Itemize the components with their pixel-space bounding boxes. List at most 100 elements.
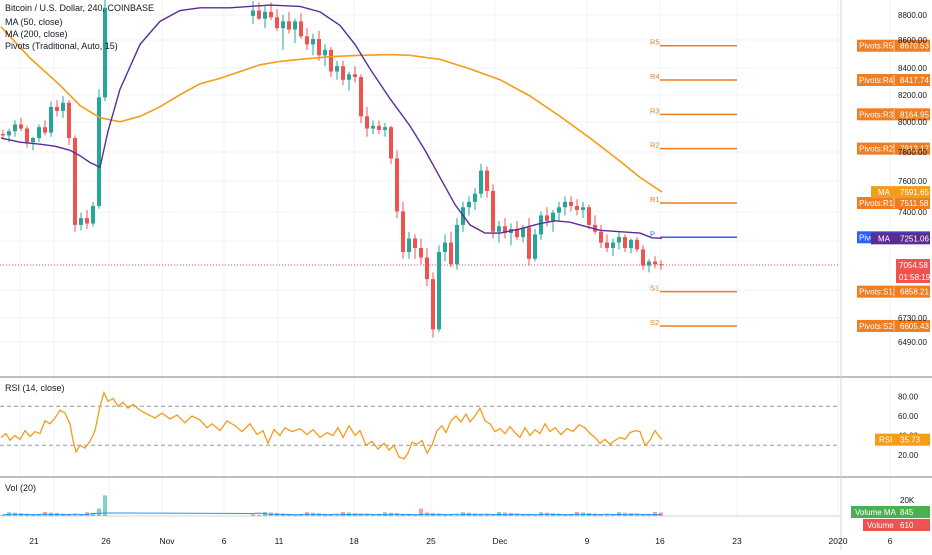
pivot-label-r3: R3: [650, 106, 660, 115]
candle-body: [55, 106, 59, 111]
candle-body: [97, 97, 101, 206]
candle-body: [641, 249, 645, 266]
candle-body: [563, 201, 567, 208]
volume-ma-badge-name: Volume MA: [855, 508, 897, 517]
candle-body: [533, 234, 537, 259]
time-axis-tick: Nov: [159, 536, 175, 546]
candle-body: [575, 205, 579, 210]
rsi-axis-tick: 20.00: [898, 451, 919, 460]
volume-bar: [383, 512, 387, 516]
candle-body: [515, 228, 519, 238]
volume-bar: [371, 514, 375, 516]
volume-bar: [413, 514, 417, 516]
volume-bar: [37, 514, 41, 516]
candle-body: [269, 11, 273, 18]
time-axis-tick: 25: [426, 536, 436, 546]
volume-ma-axis-badge: [851, 506, 930, 518]
candle-body: [455, 224, 459, 265]
volume-bar: [97, 508, 101, 516]
volume-bar: [103, 495, 107, 516]
time-axis-tick: Dec: [492, 536, 508, 546]
candle-body: [425, 257, 429, 280]
candle-body: [497, 226, 501, 232]
volume-bar: [329, 514, 333, 516]
pivot-axis-name: Pivots:R4: [859, 76, 894, 85]
candle-body: [49, 106, 53, 133]
candle-body: [377, 125, 381, 130]
rsi-axis-tick: 80.00: [898, 393, 919, 402]
volume-bar: [647, 514, 651, 516]
pivot-label-s2: S2: [650, 318, 659, 327]
volume-badge-value: 610: [900, 521, 914, 530]
last-price-badge: [896, 259, 930, 283]
volume-bar: [79, 515, 83, 516]
candle-body: [281, 21, 285, 29]
pivot-axis-name: Pivots:R2: [859, 145, 894, 154]
candle-body: [37, 127, 41, 139]
rsi-line: [0, 390, 663, 460]
candle-body: [1, 133, 5, 136]
pivot-axis-name: Pivots:S2: [859, 322, 893, 331]
volume-bar: [599, 514, 603, 516]
candle-body: [85, 218, 89, 224]
candle-body: [605, 242, 609, 248]
pivot-axis-value: 7511.58: [900, 199, 929, 208]
candle-body: [503, 226, 507, 234]
price-axis-tick: 8600.00: [898, 36, 927, 45]
candle-body: [305, 36, 309, 45]
volume-bar: [569, 514, 573, 516]
candle-body: [25, 128, 29, 143]
pivot-label-r4: R4: [650, 72, 660, 81]
candle-body: [73, 138, 77, 225]
candle-body: [617, 237, 621, 243]
volume-ma-badge-value: 845: [900, 508, 914, 517]
candle-body: [389, 127, 393, 159]
pivot-axis-badge: [857, 74, 930, 87]
candle-body: [103, 7, 107, 98]
time-axis-tick: 21: [29, 536, 39, 546]
pivot-axis-value: 8164.95: [900, 110, 929, 119]
candle-body: [443, 242, 447, 253]
pivot-axis-value: 6858.21: [900, 288, 929, 297]
time-axis-tick: 23: [732, 536, 742, 546]
candle-body: [527, 227, 531, 259]
ma50-badge-name: MA: [878, 234, 891, 243]
volume-bar: [299, 515, 303, 516]
price-axis-tick: 6730.00: [898, 314, 927, 323]
volume-bar: [251, 514, 255, 516]
volume-bar: [449, 514, 453, 516]
candle-body: [43, 127, 47, 133]
time-axis-tick: 18: [349, 536, 359, 546]
candle-body: [251, 10, 255, 16]
candle-body: [407, 238, 411, 253]
rsi-axis-tick: 60.00: [898, 412, 919, 421]
pivots-legend: Pivots (Traditional, Auto, 15): [5, 41, 118, 51]
candle-body: [557, 207, 561, 213]
volume-bar: [455, 515, 459, 516]
candle-body: [395, 158, 399, 212]
volume-bar: [461, 512, 465, 516]
price-axis-tick: 8000.00: [898, 118, 927, 127]
candle-body: [569, 201, 573, 206]
candle-body: [581, 207, 585, 210]
volume-bar: [25, 513, 29, 516]
pivot-label-r5: R5: [650, 38, 660, 47]
candle-body: [61, 102, 65, 111]
volume-bar: [407, 514, 411, 516]
pivot-axis-badge: [857, 142, 930, 155]
volume-bar: [73, 514, 77, 516]
candle-body: [437, 252, 441, 330]
price-axis-tick: 8800.00: [898, 11, 927, 20]
volume-bar: [635, 513, 639, 516]
volume-bar: [515, 513, 519, 516]
ma200-badge-name: MA: [878, 188, 891, 197]
time-axis-tick: 6: [888, 536, 893, 546]
pivot-axis-badge: [857, 285, 930, 298]
candle-body: [335, 66, 339, 72]
candle-body: [365, 116, 369, 129]
pivot-axis-badge: [857, 39, 930, 52]
candle-body: [7, 131, 11, 136]
volume-bar: [67, 514, 71, 516]
